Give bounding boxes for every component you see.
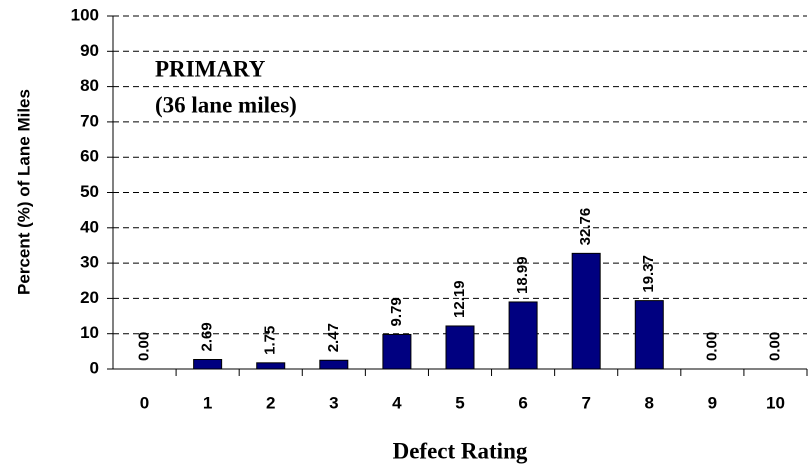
x-axis-label: Defect Rating (393, 438, 528, 463)
x-tick-label: 6 (518, 393, 527, 412)
annotation: (36 lane miles) (155, 92, 297, 117)
value-label: 2.69 (199, 322, 216, 351)
y-tick-label: 80 (80, 76, 99, 95)
value-label: 0.00 (703, 332, 720, 361)
x-tick-label: 1 (203, 393, 212, 412)
x-tick-label: 8 (645, 393, 654, 412)
x-tick-label: 2 (266, 393, 275, 412)
y-tick-label: 30 (80, 253, 99, 272)
bar (382, 333, 412, 370)
x-tick-label: 9 (708, 393, 717, 412)
x-tick-label: 10 (766, 393, 785, 412)
value-label: 2.47 (325, 323, 342, 352)
bar (508, 301, 538, 370)
bar (193, 359, 223, 370)
value-label: 9.79 (388, 297, 405, 326)
bar (571, 252, 601, 370)
bar (319, 359, 349, 370)
y-axis-label: Percent (%) of Lane Miles (14, 89, 33, 295)
value-label: 12.19 (451, 280, 468, 318)
y-tick-label: 10 (80, 323, 99, 342)
x-tick-label: 4 (392, 393, 402, 412)
value-label: 0.00 (136, 332, 153, 361)
annotation: PRIMARY (155, 56, 266, 81)
y-tick-label: 90 (80, 41, 99, 60)
x-tick-label: 7 (581, 393, 590, 412)
y-tick-label: 20 (80, 288, 99, 307)
bar (256, 362, 286, 370)
value-label: 19.37 (640, 255, 657, 293)
value-label: 0.00 (766, 332, 783, 361)
x-tick-label: 3 (329, 393, 338, 412)
y-tick-label: 50 (80, 182, 99, 201)
x-tick-label: 5 (455, 393, 464, 412)
y-tick-label: 70 (80, 111, 99, 130)
bar (445, 325, 475, 370)
bar (634, 300, 664, 370)
y-tick-label: 0 (90, 358, 99, 377)
x-tick-label: 0 (140, 393, 149, 412)
value-label: 1.75 (262, 326, 279, 355)
y-tick-label: 60 (80, 147, 99, 166)
value-label: 32.76 (577, 208, 594, 246)
y-tick-label: 100 (71, 5, 99, 24)
y-tick-label: 40 (80, 217, 99, 236)
value-label: 18.99 (514, 256, 531, 294)
